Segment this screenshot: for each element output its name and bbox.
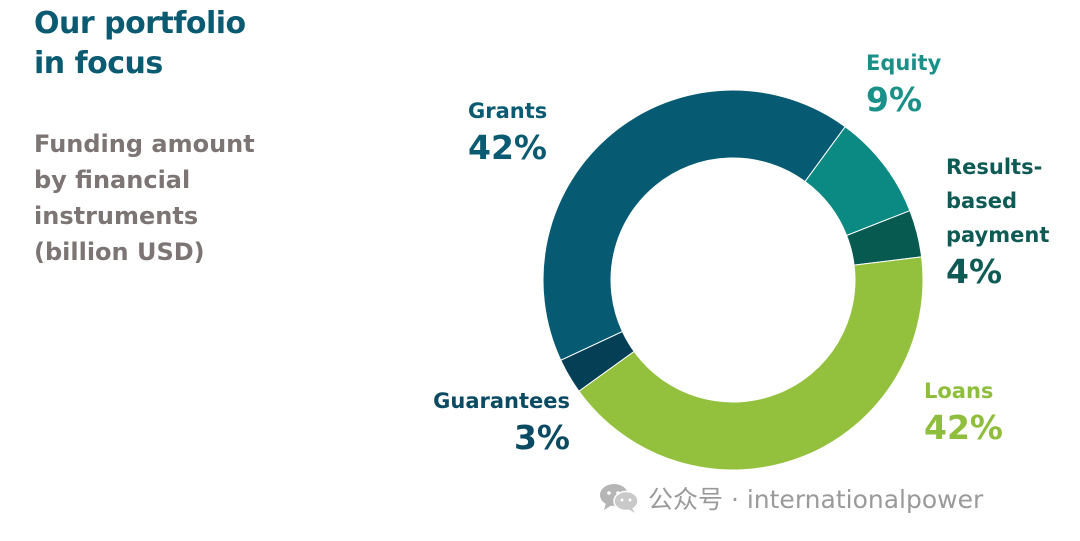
donut-slice-loans [578,256,924,471]
subtitle-line: instruments [34,202,199,230]
category-label-grants: Grants [468,99,548,123]
donut-slice-grants [542,89,846,361]
label-grants: Grants 42% [468,94,547,168]
chart-subtitle: Funding amount by financial instruments … [34,126,294,270]
data-label-guarantees: 3% [513,418,570,457]
data-label-loans: 42% [924,408,1003,447]
watermark: 公众号 · internationalpower [598,478,983,518]
label-loans: Loans 42% [924,374,1003,448]
category-label-results-line-1: Results- [946,155,1043,179]
subtitle-line: (billion USD) [34,238,205,266]
page-title: Our portfolio in focus [34,4,246,84]
data-label-equity: 9% [866,80,923,119]
subtitle-line: by financial [34,166,191,194]
title-line-1: Our portfolio [34,6,246,41]
category-label-results-line-3: payment [946,223,1050,247]
category-label-equity: Equity [866,51,942,75]
donut-slice-guarantees [560,330,635,392]
subtitle-line: Funding amount [34,130,255,158]
title-line-2: in focus [34,46,163,81]
label-guarantees: Guarantees 3% [430,384,570,458]
watermark-text: 公众号 · internationalpower [648,485,984,514]
wechat-icon [600,484,639,513]
data-label-grants: 42% [468,128,547,167]
category-label-guarantees: Guarantees [433,389,570,413]
category-label-loans: Loans [924,379,994,403]
data-label-results-based-payment: 4% [946,252,1003,291]
label-equity: Equity 9% [866,46,941,120]
category-label-results-line-2: based [946,189,1017,213]
label-results-based-payment: Results- based payment 4% [946,150,1049,292]
